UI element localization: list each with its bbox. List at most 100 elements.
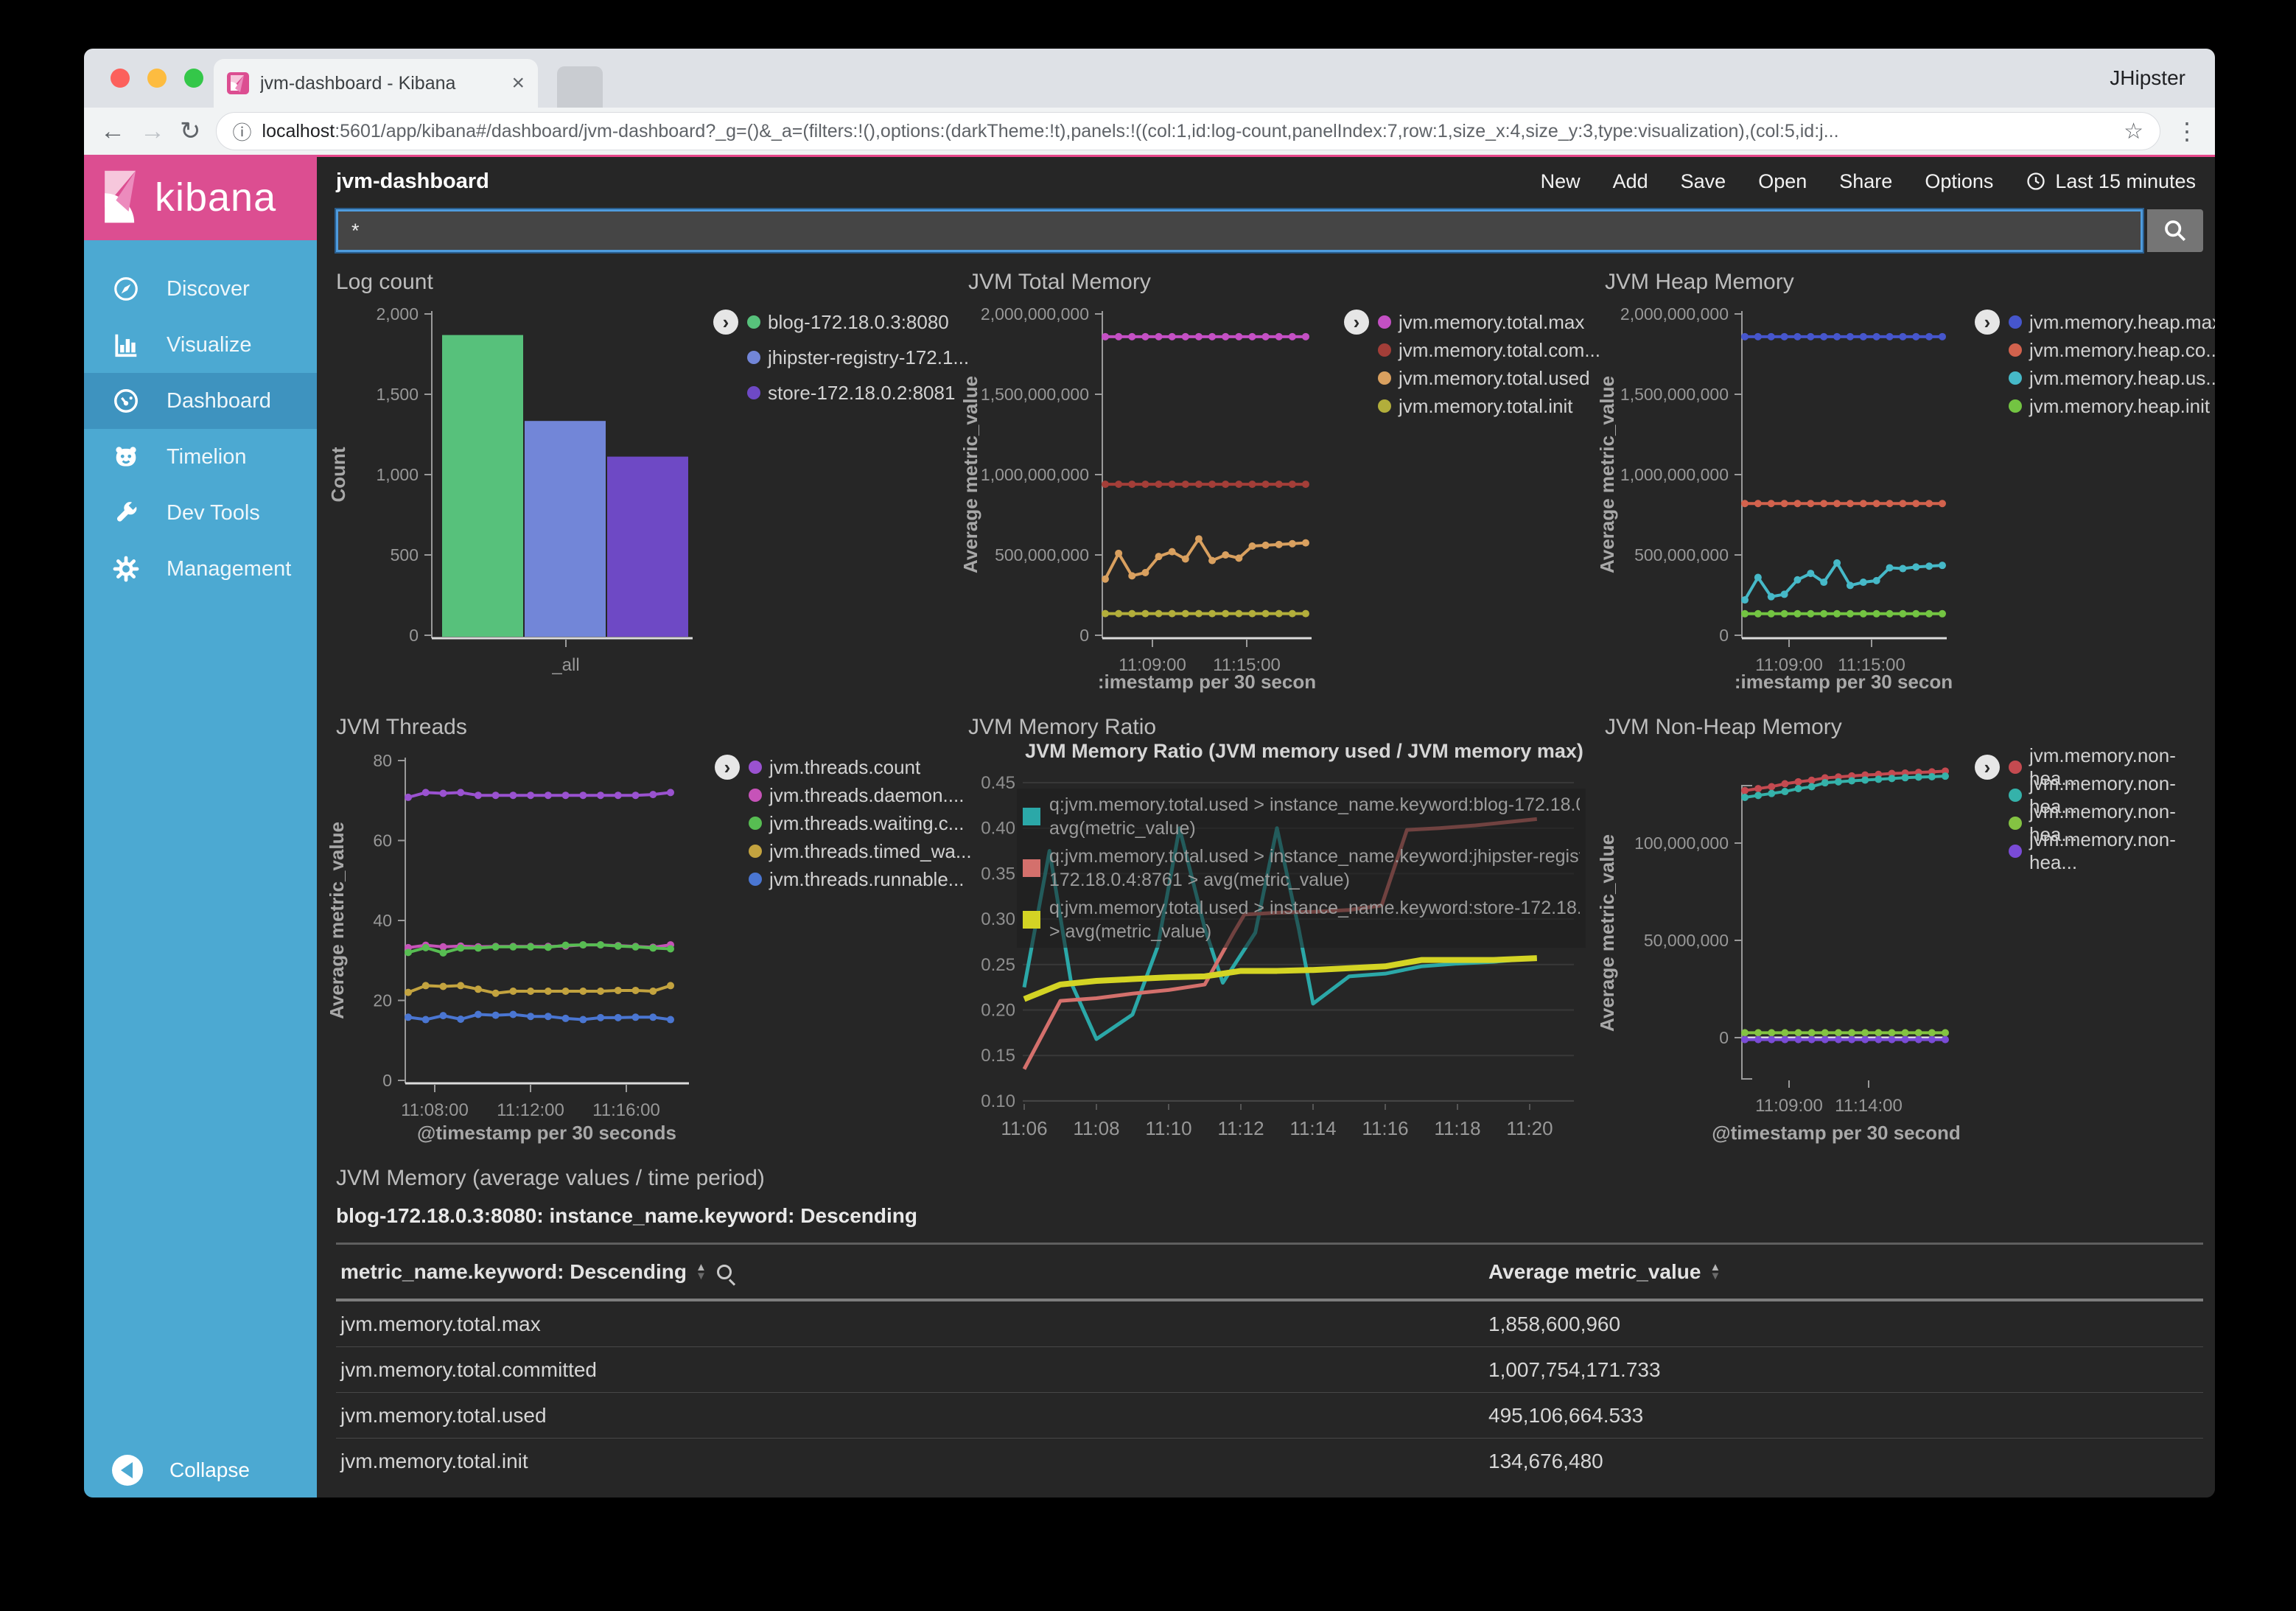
new-tab-button[interactable]	[557, 66, 603, 108]
sidebar-item-label: Dashboard	[167, 388, 271, 413]
svg-text:1,500,000,000: 1,500,000,000	[981, 385, 1089, 404]
legend-item[interactable]: jvm.threads.waiting.c...	[749, 811, 972, 836]
sidebar-item-dashboard[interactable]: Dashboard	[84, 373, 317, 429]
search-column-icon[interactable]	[716, 1264, 732, 1279]
sort-icon[interactable]: ▲ ▼	[695, 1260, 707, 1282]
legend-toggle-icon[interactable]: ›	[715, 755, 740, 780]
sidebar-item-devtools[interactable]: Dev Tools	[84, 485, 317, 541]
url-text[interactable]: localhost:5601/app/kibana#/dashboard/jvm…	[262, 121, 2114, 142]
kibana-logo[interactable]: kibana	[84, 155, 317, 240]
save-button[interactable]: Save	[1680, 170, 1726, 192]
svg-text:11:12:00: 11:12:00	[497, 1100, 564, 1120]
legend-item[interactable]: blog-172.18.0.3:8080	[747, 310, 969, 335]
sidebar-item-discover[interactable]: Discover	[84, 261, 317, 317]
svg-text::imestamp per 30 secon: :imestamp per 30 secon	[1098, 671, 1316, 693]
new-button[interactable]: New	[1540, 170, 1581, 192]
share-button[interactable]: Share	[1839, 170, 1893, 192]
svg-text:1,500: 1,500	[376, 385, 419, 404]
svg-text:20: 20	[373, 991, 392, 1010]
svg-text:11:14:00: 11:14:00	[1835, 1096, 1903, 1116]
sidebar-item-visualize[interactable]: Visualize	[84, 317, 317, 373]
legend-item[interactable]: jvm.memory.total.init	[1378, 394, 1600, 419]
legend-item[interactable]: jvm.memory.non-hea...	[2009, 800, 2215, 845]
legend-color-dot	[749, 873, 762, 886]
legend-item[interactable]: store-172.18.0.2:8081	[747, 380, 969, 405]
ratio-legend-item[interactable]: q:jvm.memory.total.used > instance_name.…	[1023, 793, 1580, 840]
legend-toggle-icon[interactable]: ›	[1975, 755, 2000, 780]
options-button[interactable]: Options	[1925, 170, 1994, 192]
legend-label: jvm.memory.non-hea...	[2029, 828, 2176, 873]
ratio-legend-item[interactable]: q:jvm.memory.total.used > instance_name.…	[1023, 896, 1580, 943]
time-range-picker[interactable]: Last 15 minutes	[2026, 170, 2196, 193]
legend-item[interactable]: jvm.memory.heap.co...	[2009, 338, 2215, 363]
open-button[interactable]: Open	[1758, 170, 1807, 192]
url-rest: :5601/app/kibana#/dashboard/jvm-dashboar…	[335, 120, 1839, 141]
svg-text:_all: _all	[551, 655, 579, 675]
legend-color-dot	[747, 315, 760, 329]
legend-item[interactable]: jvm.memory.total.com...	[1378, 338, 1600, 363]
browser-tab[interactable]: jvm-dashboard - Kibana ×	[214, 59, 538, 108]
legend-item[interactable]: jvm.threads.runnable...	[749, 867, 972, 892]
legend-item[interactable]: jvm.memory.total.max	[1378, 310, 1600, 335]
legend-toggle-icon[interactable]: ›	[1344, 310, 1369, 335]
legend-item[interactable]: jvm.memory.non-hea...	[2009, 744, 2215, 789]
legend-color-dot	[749, 789, 762, 802]
forward-icon[interactable]: →	[140, 117, 165, 145]
svg-text:100,000,000: 100,000,000	[1634, 834, 1729, 853]
dashboard-icon	[114, 389, 138, 413]
legend-item[interactable]: jvm.memory.non-hea...	[2009, 772, 2215, 817]
search-icon	[2165, 220, 2186, 242]
address-bar[interactable]: ⓘ localhost:5601/app/kibana#/dashboard/j…	[215, 112, 2160, 150]
column-header-avg-value[interactable]: Average metric_value	[1488, 1259, 1701, 1283]
bookmark-star-icon[interactable]: ☆	[2124, 119, 2143, 144]
legend-color-dot	[1378, 371, 1391, 385]
sidebar-collapse-button[interactable]: Collapse	[112, 1455, 250, 1486]
back-icon[interactable]: ←	[100, 117, 125, 145]
legend-jvm-heap-memory: › jvm.memory.heap.max jvm.memory.heap.co..…	[1975, 310, 2215, 419]
clock-icon	[2027, 172, 2045, 190]
svg-text:0: 0	[382, 1071, 392, 1090]
browser-profile-name[interactable]: JHipster	[2110, 66, 2185, 89]
sidebar-item-management[interactable]: Management	[84, 541, 317, 597]
legend-item[interactable]: jvm.threads.daemon....	[749, 783, 972, 808]
column-header-metric-name[interactable]: metric_name.keyword: Descending	[340, 1259, 687, 1283]
legend-color-dot	[2009, 315, 2022, 329]
page-info-icon[interactable]: ⓘ	[232, 121, 252, 144]
minimize-window-button[interactable]	[147, 69, 167, 88]
svg-text:11:10: 11:10	[1145, 1117, 1191, 1139]
sidebar-item-label: Timelion	[167, 444, 247, 469]
legend-item[interactable]: jhipster-registry-172.1...	[747, 345, 969, 370]
maximize-window-button[interactable]	[184, 69, 203, 88]
legend-label: jvm.threads.daemon....	[769, 783, 965, 806]
svg-text:1,000,000,000: 1,000,000,000	[1620, 465, 1729, 484]
ratio-legend-item[interactable]: q:jvm.memory.total.used > instance_name.…	[1023, 845, 1580, 892]
svg-text:11:09:00: 11:09:00	[1755, 1096, 1823, 1116]
memory-table-header: metric_name.keyword: Descending ▲ ▼ Avera…	[336, 1243, 2203, 1301]
legend-toggle-icon[interactable]: ›	[713, 310, 738, 335]
sort-icon[interactable]: ▲ ▼	[1709, 1260, 1721, 1282]
legend-color-dot	[747, 386, 760, 399]
browser-menu-icon[interactable]: ⋮	[2175, 118, 2199, 144]
legend-item[interactable]: jvm.threads.count	[749, 755, 972, 780]
close-window-button[interactable]	[111, 69, 130, 88]
tab-close-icon[interactable]: ×	[511, 71, 525, 95]
legend-color-dot	[1378, 343, 1391, 357]
legend-label: jvm.memory.total.init	[1399, 394, 1573, 417]
legend-toggle-icon[interactable]: ›	[1975, 310, 2000, 335]
refresh-icon[interactable]: ↻	[180, 117, 201, 145]
search-button[interactable]	[2147, 209, 2203, 252]
legend-item[interactable]: jvm.memory.heap.max	[2009, 310, 2215, 335]
legend-item[interactable]: jvm.memory.heap.init	[2009, 394, 2215, 419]
add-button[interactable]: Add	[1612, 170, 1648, 192]
table-row: jvm.memory.total.init 134,676,480	[336, 1439, 2203, 1484]
legend-item[interactable]: jvm.memory.total.used	[1378, 366, 1600, 391]
metric-value-cell: 1,007,754,171.733	[1488, 1357, 1661, 1381]
svg-text:Average metric_value: Average metric_value	[326, 822, 348, 1019]
query-input[interactable]: *	[335, 208, 2144, 254]
svg-text:0.25: 0.25	[981, 955, 1015, 975]
legend-item[interactable]: jvm.memory.non-hea...	[2009, 828, 2215, 873]
query-value: *	[351, 219, 360, 242]
sidebar-item-timelion[interactable]: Timelion	[84, 429, 317, 485]
legend-item[interactable]: jvm.threads.timed_wa...	[749, 839, 972, 864]
legend-item[interactable]: jvm.memory.heap.us...	[2009, 366, 2215, 391]
